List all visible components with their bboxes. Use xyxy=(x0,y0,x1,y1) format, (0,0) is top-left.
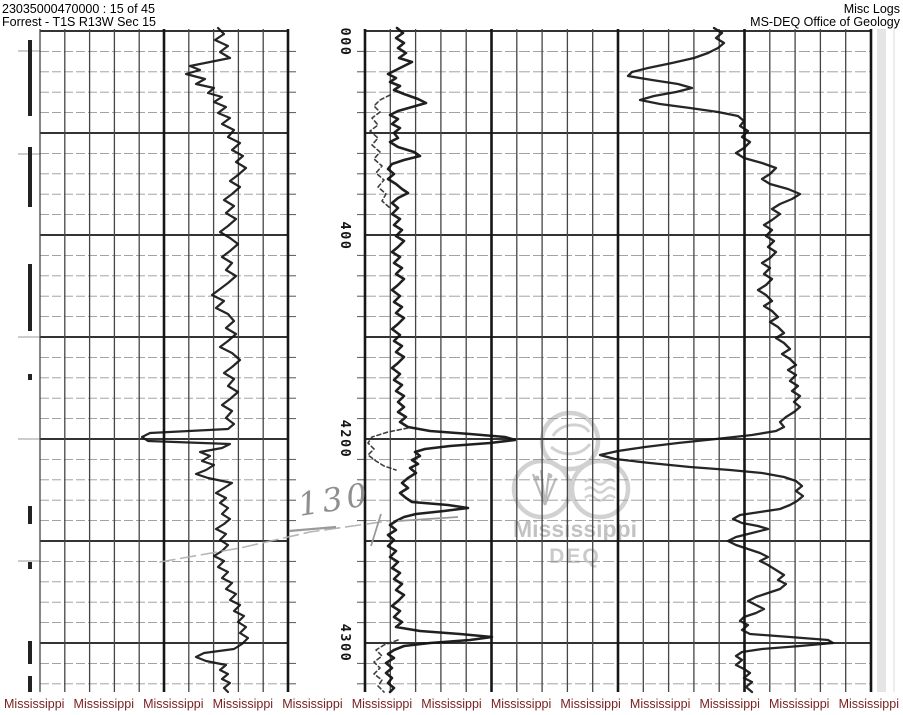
watermark-waves-icon xyxy=(584,478,616,486)
well-location: Forrest - T1S R13W Sec 15 xyxy=(2,15,156,29)
mississippi-watermark-row: Mississippi Mississippi Mississippi Mississ… xyxy=(0,697,903,711)
depth-label: 4300 xyxy=(337,624,353,663)
log-curves xyxy=(140,26,835,694)
film-edge-bar xyxy=(28,374,32,380)
watermark-text: Mississippi xyxy=(73,697,134,711)
watermark-leaf xyxy=(547,473,553,479)
watermark-text: Mississippi xyxy=(699,697,760,711)
well-id-and-page: 23035000470000 : 15 of 45 xyxy=(2,2,155,16)
watermark-text: Mississippi xyxy=(212,697,274,711)
film-edge-bar xyxy=(28,506,32,524)
agency-label: MS-DEQ Office of Geology xyxy=(750,15,900,29)
watermark-waves-icon xyxy=(584,486,616,494)
header-left: 23035000470000 : 15 of 45 Forrest - T1S … xyxy=(2,3,156,29)
watermark-text: Mississippi xyxy=(421,697,482,711)
film-edge-bar xyxy=(28,562,32,569)
film-edge-bar xyxy=(28,40,32,116)
watermark-text: Mississippi xyxy=(351,697,413,711)
watermark-text: Mississippi xyxy=(490,697,552,711)
watermark-text: Mississippi xyxy=(282,697,343,711)
watermark-text: Mississippi xyxy=(143,697,204,711)
depth-label: 4200 xyxy=(337,420,353,459)
pencil-annotation: 130 xyxy=(159,475,459,563)
watermark-deq-label: DEQ xyxy=(549,545,601,568)
depth-labels: 000 400 4200 4300 xyxy=(337,28,353,663)
watermark-text: Mississippi xyxy=(4,697,65,711)
watermark-swoosh xyxy=(550,443,592,456)
log-grid xyxy=(18,29,895,692)
header-right: Misc Logs MS-DEQ Office of Geology xyxy=(750,3,900,29)
log-type-label: Misc Logs xyxy=(843,2,900,16)
watermark-text: Mississippi xyxy=(560,697,621,711)
watermark-text: Mississippi xyxy=(838,697,899,711)
handwritten-depth-note: 130 xyxy=(295,475,373,524)
film-edge-bar xyxy=(28,264,32,331)
film-edge-bar xyxy=(28,147,32,207)
watermark-leaf xyxy=(534,475,540,481)
watermark-text: Mississippi xyxy=(629,697,691,711)
watermark-circle xyxy=(569,458,631,520)
depth-label: 000 xyxy=(337,28,353,57)
scan-edge-shade xyxy=(877,29,886,692)
watermark-text: Mississippi xyxy=(769,697,830,711)
film-edge-bar xyxy=(28,641,32,664)
depth-label: 400 xyxy=(337,222,353,251)
watermark-swoosh xyxy=(551,423,591,437)
film-edge-bar xyxy=(28,676,32,692)
scan-edge-shade xyxy=(893,29,895,692)
